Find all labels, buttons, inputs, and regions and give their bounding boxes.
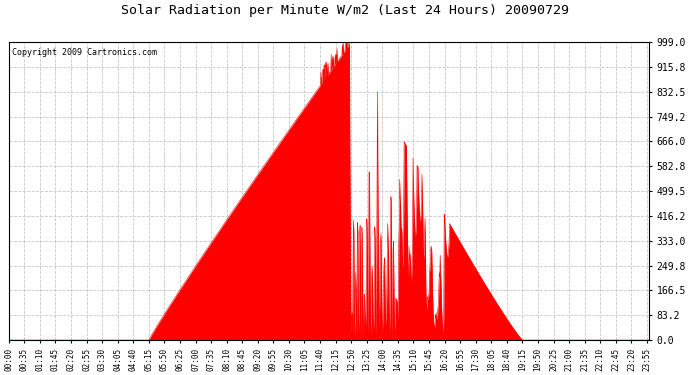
Text: Copyright 2009 Cartronics.com: Copyright 2009 Cartronics.com xyxy=(12,48,157,57)
Text: Solar Radiation per Minute W/m2 (Last 24 Hours) 20090729: Solar Radiation per Minute W/m2 (Last 24… xyxy=(121,4,569,17)
